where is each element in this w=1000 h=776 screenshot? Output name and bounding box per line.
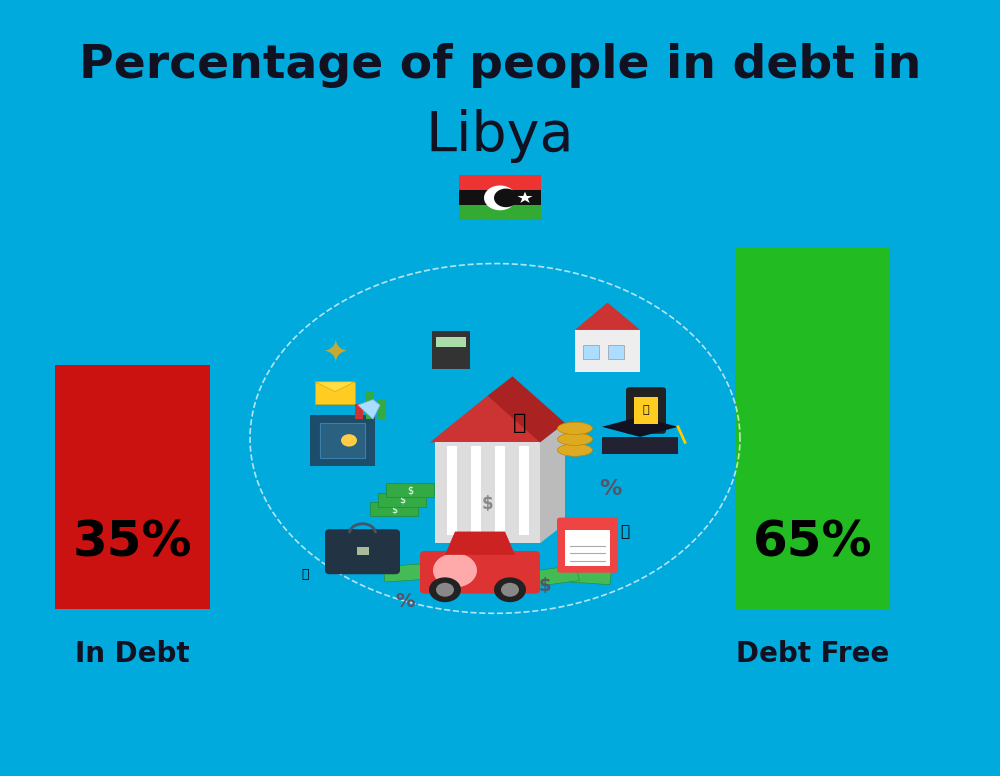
Bar bbox=[310, 415, 375, 466]
Bar bbox=[370, 502, 418, 516]
Text: ✦: ✦ bbox=[322, 338, 348, 368]
Text: 🔒: 🔒 bbox=[301, 568, 309, 580]
Circle shape bbox=[436, 583, 454, 597]
Bar bbox=[386, 483, 434, 497]
Bar bbox=[378, 493, 426, 507]
Text: 🏦: 🏦 bbox=[643, 406, 649, 415]
Text: Percentage of people in debt in: Percentage of people in debt in bbox=[79, 43, 921, 88]
FancyBboxPatch shape bbox=[420, 551, 540, 594]
Ellipse shape bbox=[558, 422, 592, 435]
Polygon shape bbox=[517, 192, 533, 203]
Polygon shape bbox=[358, 400, 380, 419]
Text: %: % bbox=[599, 479, 621, 499]
Bar bbox=[315, 382, 355, 404]
Bar bbox=[537, 565, 579, 586]
FancyBboxPatch shape bbox=[325, 529, 400, 574]
Circle shape bbox=[494, 189, 518, 207]
Bar bbox=[570, 566, 612, 584]
Bar bbox=[320, 423, 365, 458]
Text: 🔑: 🔑 bbox=[513, 413, 527, 433]
Polygon shape bbox=[315, 382, 355, 392]
Bar bbox=[634, 397, 658, 424]
Text: %: % bbox=[395, 592, 415, 611]
Polygon shape bbox=[488, 376, 565, 442]
Text: 65%: 65% bbox=[753, 518, 872, 566]
Circle shape bbox=[433, 553, 477, 587]
Text: $: $ bbox=[391, 504, 397, 514]
Bar bbox=[495, 446, 505, 535]
Bar bbox=[459, 190, 541, 206]
Bar bbox=[735, 248, 890, 609]
Circle shape bbox=[429, 577, 461, 602]
Ellipse shape bbox=[558, 444, 592, 456]
Circle shape bbox=[341, 434, 357, 447]
Ellipse shape bbox=[558, 433, 592, 445]
Bar bbox=[377, 400, 385, 419]
Bar bbox=[459, 175, 541, 190]
Circle shape bbox=[484, 185, 516, 210]
Bar bbox=[436, 337, 466, 347]
Text: $: $ bbox=[407, 486, 413, 495]
Bar bbox=[432, 331, 470, 369]
Bar bbox=[575, 330, 640, 372]
Bar bbox=[435, 442, 540, 543]
Polygon shape bbox=[445, 532, 515, 555]
FancyBboxPatch shape bbox=[557, 518, 618, 573]
Polygon shape bbox=[575, 303, 640, 330]
Bar bbox=[447, 446, 457, 535]
Bar bbox=[583, 345, 599, 359]
Bar bbox=[519, 446, 529, 535]
Bar bbox=[355, 404, 363, 419]
Text: Debt Free: Debt Free bbox=[736, 640, 889, 668]
Bar bbox=[357, 547, 369, 555]
Text: 35%: 35% bbox=[73, 518, 192, 566]
Bar bbox=[471, 446, 481, 535]
Circle shape bbox=[494, 577, 526, 602]
Text: Libya: Libya bbox=[426, 109, 574, 163]
Circle shape bbox=[501, 583, 519, 597]
Bar bbox=[55, 365, 210, 609]
Text: $: $ bbox=[399, 495, 405, 504]
Polygon shape bbox=[430, 396, 545, 442]
Bar bbox=[459, 206, 541, 220]
Bar bbox=[608, 345, 624, 359]
Bar bbox=[565, 530, 610, 566]
Polygon shape bbox=[540, 423, 565, 543]
Text: $: $ bbox=[482, 495, 493, 514]
Polygon shape bbox=[602, 417, 678, 437]
Bar bbox=[383, 564, 425, 582]
Bar bbox=[366, 392, 374, 419]
Text: 🔒: 🔒 bbox=[620, 524, 630, 539]
Text: In Debt: In Debt bbox=[75, 640, 190, 668]
FancyBboxPatch shape bbox=[626, 387, 666, 434]
Polygon shape bbox=[602, 437, 678, 454]
Text: $: $ bbox=[539, 577, 551, 595]
